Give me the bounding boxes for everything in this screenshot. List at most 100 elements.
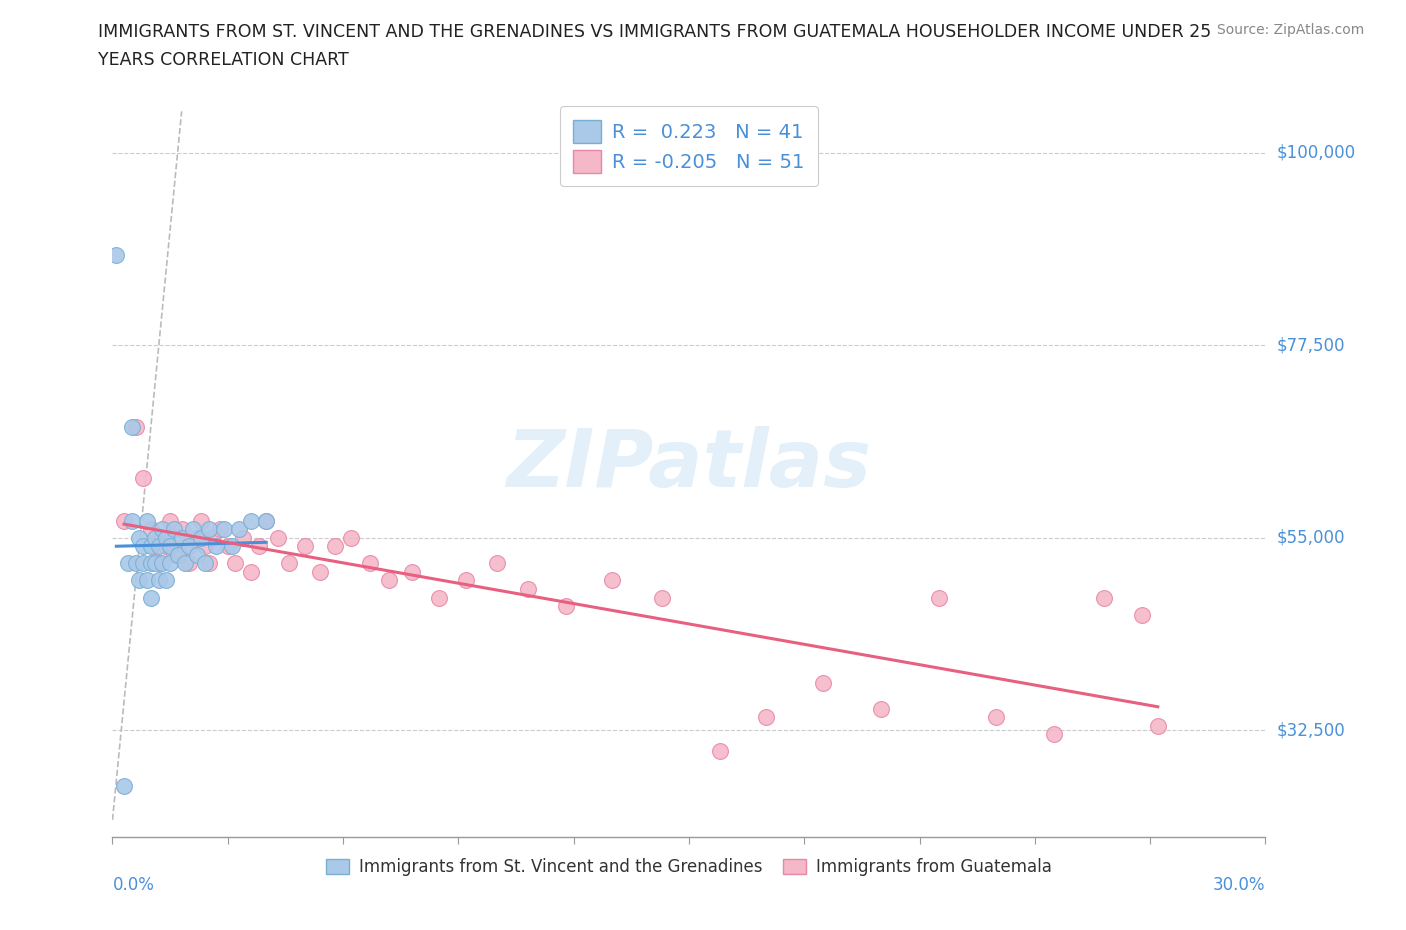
Text: 30.0%: 30.0% [1213,876,1265,894]
Point [600,573,623,588]
Point [870,701,893,716]
Point [163,548,186,563]
Point [128,530,150,545]
Text: $55,000: $55,000 [1277,528,1346,547]
Point [309,565,332,579]
Point [148,538,170,553]
Point [212,522,235,537]
Point [152,530,174,545]
Point [294,538,316,553]
Point [339,530,361,545]
Point [217,538,239,553]
Text: YEARS CORRELATION CHART: YEARS CORRELATION CHART [98,51,349,69]
Point [159,556,181,571]
Point [254,513,277,528]
Point [152,556,174,571]
Point [139,522,162,537]
Point [709,744,731,759]
Point [181,522,204,537]
Text: Source: ZipAtlas.com: Source: ZipAtlas.com [1216,23,1364,37]
Point [152,522,174,537]
Point [197,522,219,537]
Point [239,513,262,528]
Text: 0.0%: 0.0% [112,876,155,894]
Point [190,513,212,528]
Point [651,591,673,605]
Point [112,513,135,528]
Point [132,471,155,485]
Point [194,538,217,553]
Point [359,556,381,571]
Text: $100,000: $100,000 [1277,144,1355,162]
Point [755,710,778,724]
Point [124,556,146,571]
Point [1146,718,1168,733]
Point [986,710,1008,724]
Point [179,556,201,571]
Point [427,591,450,605]
Text: ZIPatlas: ZIPatlas [506,426,872,504]
Point [201,530,224,545]
Point [1092,591,1115,605]
Point [813,675,835,690]
Point [143,556,166,571]
Point [143,538,166,553]
Text: $77,500: $77,500 [1277,337,1346,354]
Point [247,538,270,553]
Point [174,556,197,571]
Point [1043,727,1066,742]
Point [239,565,262,579]
Point [105,248,128,263]
Point [186,530,208,545]
Point [112,778,135,793]
Point [278,556,301,571]
Point [928,591,950,605]
Point [174,538,197,553]
Legend: Immigrants from St. Vincent and the Grenadines, Immigrants from Guatemala: Immigrants from St. Vincent and the Gren… [318,850,1060,884]
Text: $32,500: $32,500 [1277,721,1346,739]
Point [159,538,181,553]
Point [155,530,177,545]
Point [148,573,170,588]
Point [143,530,166,545]
Point [555,599,578,614]
Point [179,538,201,553]
Point [194,556,217,571]
Point [159,513,181,528]
Point [139,538,162,553]
Point [170,530,193,545]
Point [121,419,143,434]
Point [209,522,232,537]
Point [132,538,155,553]
Point [1132,607,1154,622]
Point [155,538,177,553]
Point [205,538,228,553]
Point [163,522,186,537]
Point [197,556,219,571]
Point [128,573,150,588]
Point [136,513,159,528]
Point [485,556,508,571]
Point [228,522,250,537]
Point [454,573,477,588]
Point [221,538,243,553]
Point [516,581,538,596]
Point [325,538,347,553]
Point [224,556,246,571]
Point [124,419,146,434]
Point [117,556,139,571]
Point [170,522,193,537]
Point [254,513,277,528]
Point [132,556,155,571]
Point [190,530,212,545]
Point [148,556,170,571]
Point [121,513,143,528]
Point [155,573,177,588]
Text: IMMIGRANTS FROM ST. VINCENT AND THE GRENADINES VS IMMIGRANTS FROM GUATEMALA HOUS: IMMIGRANTS FROM ST. VINCENT AND THE GREN… [98,23,1212,41]
Point [378,573,401,588]
Point [401,565,423,579]
Point [139,556,162,571]
Point [166,548,188,563]
Point [136,573,159,588]
Point [139,591,162,605]
